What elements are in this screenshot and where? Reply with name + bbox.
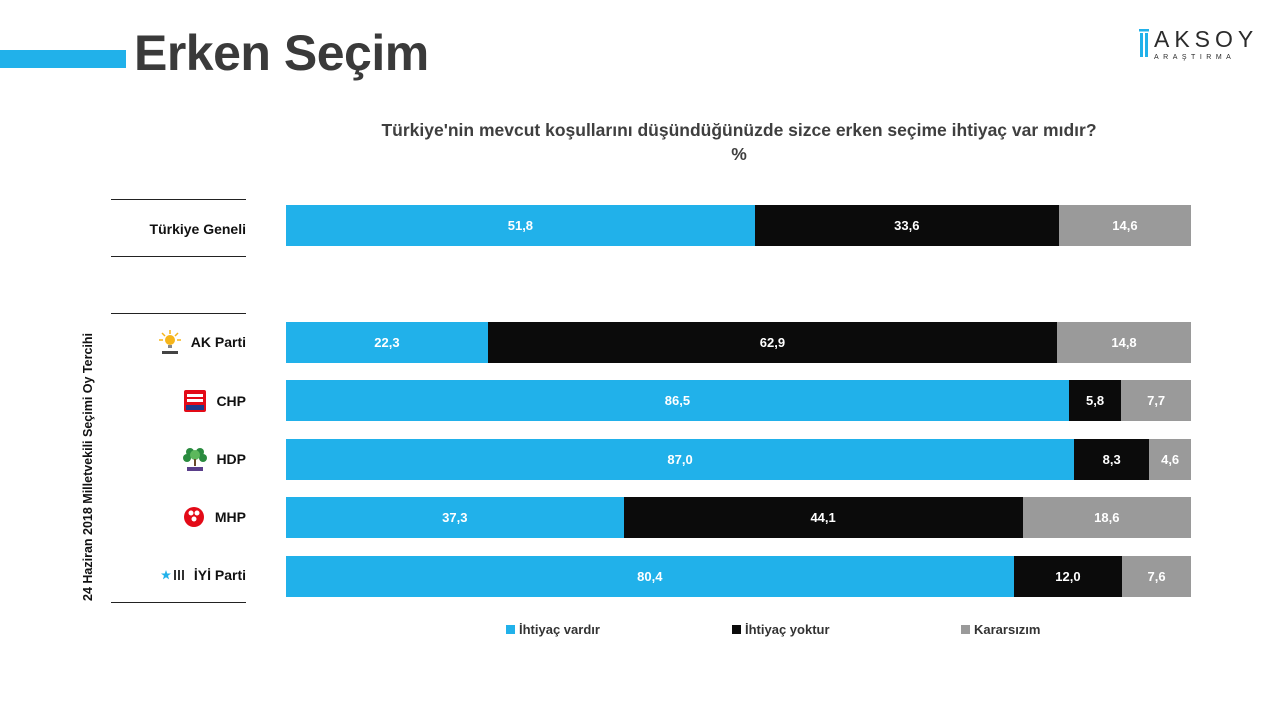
- chart-question: Türkiye'nin mevcut koşullarını düşündüğü…: [381, 120, 1097, 140]
- bar-segment-ihtiyac-vardir: 51,8: [286, 205, 755, 246]
- chart-legend: İhtiyaç vardır İhtiyaç yoktur Kararsızım: [0, 622, 1280, 642]
- bar-segment-kararsizim: 14,8: [1057, 322, 1191, 363]
- divider-bottom: [111, 602, 246, 603]
- bar-segment-ihtiyac-vardir: 22,3: [286, 322, 488, 363]
- iyi-parti-logo-icon: [160, 570, 184, 580]
- bar-segment-kararsizim: 4,6: [1149, 439, 1191, 480]
- legend-swatch: [506, 625, 515, 634]
- title-accent-bar: [0, 50, 126, 68]
- bar-segment-ihtiyac-vardir: 86,5: [286, 380, 1069, 421]
- row-label-hdp: HDP: [182, 445, 246, 473]
- category-label: CHP: [216, 393, 246, 409]
- row-label-mhp: MHP: [181, 503, 246, 531]
- bar-segment-ihtiyac-yoktur: 8,3: [1074, 439, 1150, 480]
- row-label-ak-parti: AK Parti: [157, 328, 246, 356]
- divider-parties-top: [111, 313, 246, 314]
- page-title: Erken Seçim: [134, 25, 429, 81]
- category-label: HDP: [216, 451, 246, 467]
- brand-logo: AKSOY ARAŞTIRMA: [1138, 26, 1262, 66]
- chp-logo-icon: [184, 390, 207, 412]
- bar-row: 87,0 8,3 4,6: [286, 439, 1191, 480]
- bar-segment-kararsizim: 18,6: [1022, 497, 1191, 538]
- legend-label: İhtiyaç yoktur: [745, 622, 830, 637]
- ak-parti-logo-icon: [158, 330, 181, 354]
- bar-segment-ihtiyac-yoktur: 62,9: [487, 322, 1058, 363]
- category-label: İYİ Parti: [193, 567, 246, 583]
- row-label-iyi-parti: İYİ Parti: [160, 561, 246, 589]
- bar-segment-ihtiyac-vardir: 87,0: [286, 439, 1075, 480]
- bar-segment-ihtiyac-yoktur: 12,0: [1013, 556, 1123, 597]
- bar-row: 37,3 44,1 18,6: [286, 497, 1191, 538]
- chart-title: Türkiye'nin mevcut koşullarını düşündüğü…: [286, 118, 1192, 166]
- bar-row: 51,8 33,6 14,6: [286, 205, 1191, 246]
- bar-segment-ihtiyac-yoktur: 5,8: [1068, 380, 1122, 421]
- chart-unit: %: [731, 144, 747, 164]
- mhp-logo-icon: [183, 507, 204, 527]
- legend-item-kararsizim: Kararsızım: [961, 622, 1040, 637]
- legend-item-ihtiyac-vardir: İhtiyaç vardır: [506, 622, 600, 637]
- party-vote-axis-label: 24 Haziran 2018 Milletvekili Seçimi Oy T…: [81, 333, 95, 601]
- bar-segment-kararsizim: 14,6: [1058, 205, 1191, 246]
- bar-segment-kararsizim: 7,7: [1121, 380, 1191, 421]
- legend-item-ihtiyac-yoktur: İhtiyaç yoktur: [732, 622, 830, 637]
- brand-mark-icon: [1139, 29, 1149, 57]
- legend-label: Kararsızım: [974, 622, 1041, 637]
- legend-label: İhtiyaç vardır: [519, 622, 600, 637]
- hdp-logo-icon: [183, 448, 208, 471]
- bar-row: 22,3 62,9 14,8: [286, 322, 1191, 363]
- brand-subtitle: ARAŞTIRMA: [1154, 54, 1236, 61]
- bar-segment-kararsizim: 7,6: [1122, 556, 1191, 597]
- bar-segment-ihtiyac-yoktur: 44,1: [623, 497, 1023, 538]
- row-label-turkiye-geneli: Türkiye Geneli: [150, 215, 246, 243]
- divider-top: [111, 199, 246, 200]
- bar-segment-ihtiyac-vardir: 37,3: [286, 497, 624, 538]
- divider-general-bottom: [111, 256, 246, 257]
- brand-name: AKSOY: [1154, 26, 1259, 52]
- category-label: MHP: [214, 509, 246, 525]
- bar-row: 80,4 12,0 7,6: [286, 556, 1191, 597]
- bar-segment-ihtiyac-vardir: 80,4: [286, 556, 1014, 597]
- category-label: AK Parti: [190, 334, 246, 350]
- bar-segment-ihtiyac-yoktur: 33,6: [754, 205, 1059, 246]
- legend-swatch: [732, 625, 741, 634]
- bar-row: 86,5 5,8 7,7: [286, 380, 1191, 421]
- row-label-chp: CHP: [182, 387, 246, 415]
- category-label: Türkiye Geneli: [149, 221, 246, 237]
- legend-swatch: [961, 625, 970, 634]
